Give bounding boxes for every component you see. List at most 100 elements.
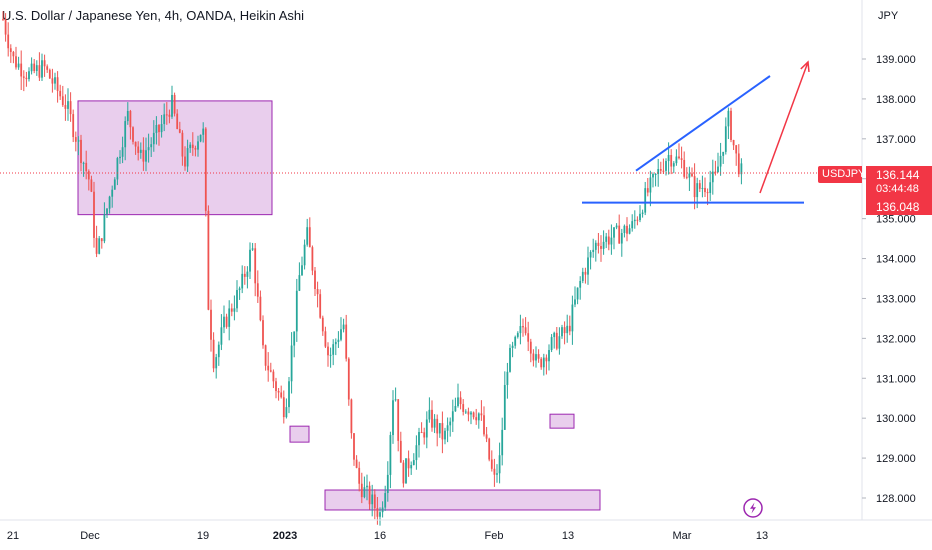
candle-body — [516, 333, 519, 337]
x-tick-label: Feb — [485, 530, 504, 542]
candle-body — [178, 128, 181, 133]
candle-body — [202, 128, 205, 135]
candle-body — [251, 248, 254, 250]
candle-body — [498, 455, 501, 474]
candle-body — [298, 275, 301, 291]
candle-body — [633, 219, 636, 222]
candle-body — [488, 438, 491, 460]
line-price-tag[interactable]: 136.048 — [866, 198, 932, 215]
candle-body — [415, 445, 418, 461]
supply-demand-zone[interactable] — [289, 425, 310, 443]
candle-body — [43, 60, 46, 67]
candle-body — [392, 400, 394, 436]
candle-body — [628, 228, 631, 234]
candle-body — [340, 329, 342, 340]
candle-body — [82, 162, 85, 164]
candle-body — [579, 280, 582, 288]
candle-body — [342, 324, 345, 330]
y-tick-label: 129.000 — [876, 453, 916, 465]
x-tick-label: Mar — [673, 530, 692, 542]
candle-body — [626, 225, 628, 234]
candle-body — [72, 114, 75, 138]
projection-arrow[interactable] — [759, 61, 809, 194]
candle-body — [454, 405, 457, 412]
candle-body — [77, 139, 80, 142]
candle-body — [545, 357, 548, 362]
y-tick-label: 138.000 — [876, 94, 916, 106]
candle-body — [441, 423, 444, 440]
candle-body — [345, 324, 348, 359]
candle-body — [675, 156, 678, 164]
candle-body — [571, 304, 574, 332]
candle-body — [706, 192, 709, 194]
candle-body — [350, 399, 353, 434]
candle-body — [519, 326, 522, 334]
candle-body — [145, 150, 147, 162]
candle-body — [724, 126, 727, 152]
candle-body — [402, 462, 405, 484]
x-tick-label: 13 — [756, 530, 768, 542]
candle-body — [649, 177, 652, 193]
candle-body — [613, 227, 615, 238]
candle-body — [249, 249, 251, 272]
candle-body — [602, 241, 605, 249]
candle-body — [610, 237, 613, 245]
lightning-icon[interactable] — [743, 498, 763, 518]
last-price-tag[interactable]: 136.144 03:44:48 — [866, 166, 932, 199]
candle-body — [194, 147, 197, 150]
candle-body — [363, 487, 366, 498]
symbol-price-tag[interactable]: USDJPY — [818, 166, 865, 183]
candle-body — [22, 76, 25, 78]
candle-body — [683, 159, 686, 177]
candle-body — [106, 208, 108, 215]
zone-layer — [77, 100, 601, 511]
candle-body — [241, 273, 244, 289]
candle-body — [584, 271, 587, 275]
candle-body — [459, 397, 462, 405]
candle-body — [537, 354, 540, 359]
candle-body — [457, 397, 459, 406]
candle-body — [285, 407, 288, 418]
candle-body — [691, 173, 693, 177]
candle-body — [696, 183, 699, 198]
candle-body — [464, 411, 467, 413]
supply-demand-zone[interactable] — [77, 100, 273, 216]
x-tick-label: 2023 — [273, 530, 297, 542]
supply-demand-zone[interactable] — [324, 489, 601, 511]
candle-body — [483, 415, 485, 435]
supply-demand-zone[interactable] — [549, 413, 575, 429]
candle-body — [730, 110, 732, 140]
candle-body — [701, 187, 704, 189]
candle-body — [181, 132, 184, 157]
candle-body — [85, 162, 88, 172]
candle-body — [327, 346, 329, 356]
candle-body — [597, 242, 600, 247]
candle-body — [735, 145, 738, 154]
x-axis[interactable]: 21 Dec 19 2023 16 Feb 13 Mar 13 — [7, 530, 768, 542]
candle-body — [714, 171, 717, 173]
candle-body — [379, 512, 381, 517]
candle-body — [238, 288, 241, 291]
y-tick-label: 130.000 — [876, 413, 916, 425]
x-tick-label: 21 — [7, 530, 19, 542]
y-axis[interactable]: 128.000 129.000 130.000 131.000 132.000 133.0… — [862, 54, 916, 505]
candle-body — [444, 430, 446, 440]
candle-body — [306, 227, 309, 245]
candle-body — [197, 141, 199, 150]
candle-body — [90, 179, 93, 192]
candle-body — [524, 327, 527, 334]
candle-body — [412, 460, 415, 466]
candle-body — [485, 434, 488, 439]
candle-body — [381, 507, 384, 513]
candle-body — [165, 114, 168, 116]
trendline[interactable] — [635, 75, 771, 172]
last-price-value: 136.144 — [876, 168, 920, 182]
candle-body — [121, 147, 124, 157]
candle-body — [256, 283, 259, 297]
candle-body — [17, 63, 20, 68]
y-tick-label: 139.000 — [876, 54, 916, 66]
candle-body — [282, 397, 285, 418]
candle-body — [295, 290, 298, 332]
candle-body — [288, 381, 290, 408]
